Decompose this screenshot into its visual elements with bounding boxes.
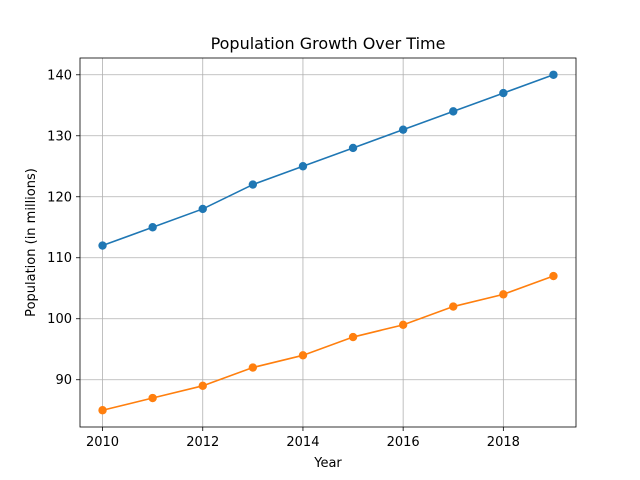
y-axis-label: Population (in millions): [24, 168, 39, 317]
data-point: [298, 351, 308, 360]
data-point: [248, 363, 258, 372]
data-point: [298, 162, 308, 171]
y-tick-label: 110: [47, 251, 72, 266]
data-point: [148, 393, 157, 403]
series-line-1: [102, 74, 554, 247]
y-tick-label: 140: [47, 68, 72, 83]
data-point: [499, 290, 508, 299]
y-tick-label: 90: [55, 373, 72, 388]
data-point: [499, 88, 508, 98]
data-point: [549, 271, 558, 281]
data-point: [398, 125, 408, 134]
data-point: [549, 70, 558, 79]
data-point: [198, 204, 207, 214]
series-line-2: [102, 275, 554, 412]
x-tick-label: 2014: [286, 435, 319, 450]
x-tick-label: 2012: [186, 435, 219, 450]
series-layer: [98, 70, 558, 415]
data-point: [98, 406, 107, 415]
x-axis-label: Year: [313, 456, 342, 471]
data-point: [449, 302, 458, 311]
data-point: [348, 332, 358, 342]
data-point: [348, 143, 358, 153]
data-point: [98, 241, 107, 250]
ticks: 2010 2012 2014 2016 2018 90 100 110 120 130 140: [47, 68, 520, 450]
data-point: [398, 320, 408, 330]
data-point: [449, 107, 458, 116]
x-tick-label: 2010: [86, 435, 119, 450]
chart-title: Population Growth Over Time: [211, 34, 446, 53]
plot-frame: [79, 57, 577, 428]
x-tick-label: 2016: [387, 435, 420, 450]
data-point: [148, 223, 157, 232]
y-tick-label: 120: [47, 190, 72, 205]
data-point: [248, 180, 258, 189]
grid: [80, 58, 576, 427]
y-tick-label: 100: [47, 312, 72, 327]
data-point: [198, 381, 207, 391]
y-tick-label: 130: [47, 129, 72, 144]
x-tick-label: 2018: [487, 435, 520, 450]
